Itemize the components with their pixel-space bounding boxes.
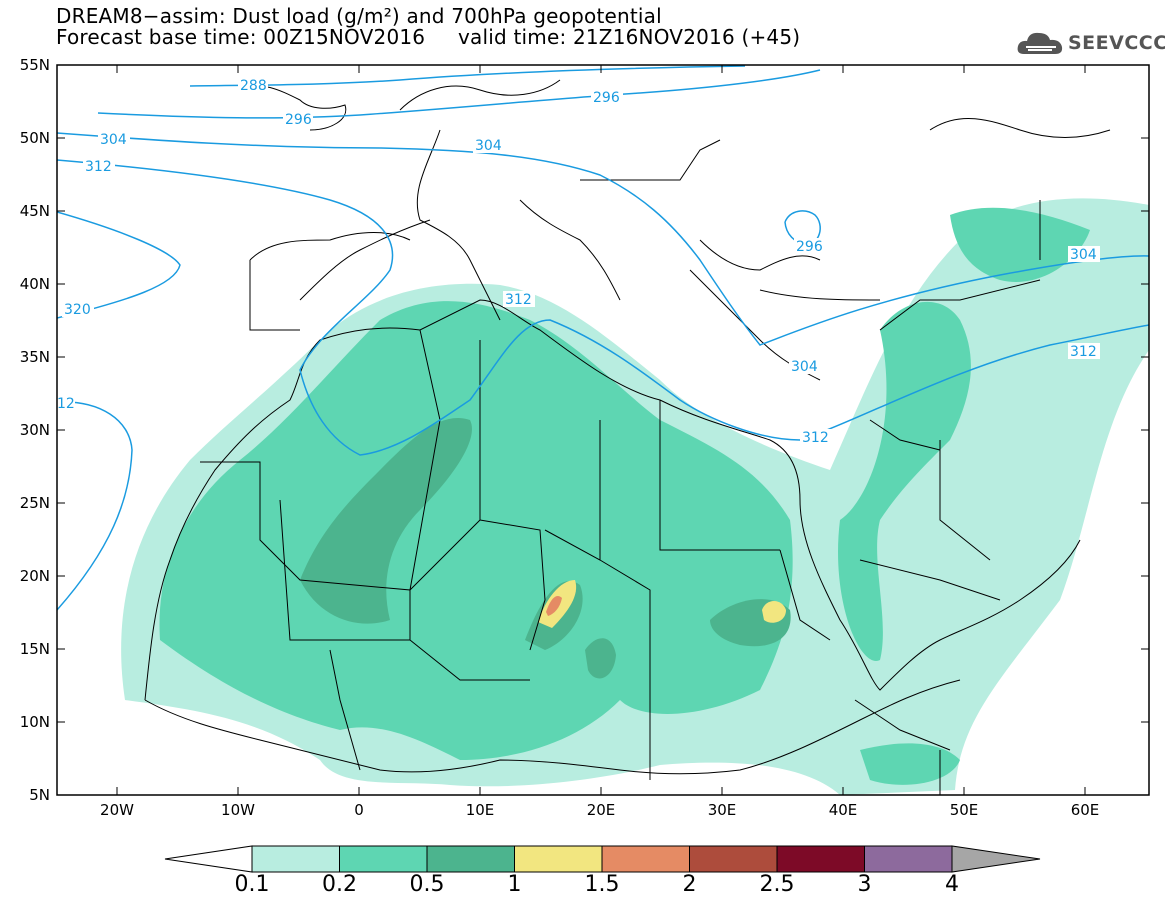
colorbar [164,845,1041,873]
contour-label: 304 [100,132,127,148]
cloud-icon [1017,32,1063,54]
seevccc-logo: SEEVCCC [1016,28,1165,58]
dust-level-1-sudan [762,601,786,623]
contour-label: 304 [475,138,502,154]
colorbar-segment [601,845,690,873]
colorbar-segment [689,845,778,873]
lon-label: 20W [100,801,134,819]
lon-label: 40E [829,801,858,819]
lat-label: 45N [20,202,50,220]
colorbar-label: 4 [945,872,959,897]
longitude-axis: 20W 10W 0 10E 20E 30E 40E 50E 60E [100,65,1099,819]
forecast-time-line: Forecast base time: 00Z15NOV2016 valid t… [56,25,801,49]
lon-label: 20E [587,801,616,819]
colorbar-segment [776,845,865,873]
contour-label: 320 [64,302,91,318]
dust-level-0.2 [159,301,793,760]
contour-label: 296 [796,239,823,255]
latitude-axis: 55N 50N 45N 40N 35N 30N 25N 20N 15N 10N … [20,56,1149,804]
dust-level-0.2-east [838,301,971,661]
contour-label: 12 [57,396,75,412]
contour-label: 312 [505,292,532,308]
logo-text: SEEVCCC [1068,32,1165,54]
colorbar-segment [251,845,340,873]
lat-label: 25N [20,494,50,512]
map-title: DREAM8−assim: Dust load (g/m²) and 700hP… [56,4,662,28]
colorbar-label: 0.5 [409,872,445,897]
colorbar-high-arrow [951,845,1041,873]
contour-label: 312 [85,159,112,175]
lon-label: 50E [950,801,979,819]
colorbar-label: 3 [857,872,872,897]
colorbar-label: 1 [507,872,522,897]
colorbar-label: 2 [682,872,697,897]
lat-label: 30N [20,421,50,439]
dust-level-0.5-chad-south [585,638,616,679]
geopotential-contours [57,65,1149,611]
country-borders [144,79,1111,795]
contour-label: 304 [791,359,818,375]
lon-label: 60E [1071,801,1100,819]
lon-label: 10E [466,801,495,819]
colorbar-low-arrow [164,845,253,873]
contour-label: 312 [1070,344,1097,360]
contour-label: 312 [802,430,829,446]
lat-label: 35N [20,348,50,366]
colorbar-label: 2.5 [759,872,795,897]
lat-label: 15N [20,640,50,658]
contour-label: 288 [240,78,267,94]
colorbar-segment [864,845,953,873]
dust-level-0.2-horn [860,743,960,785]
dust-level-1.5 [546,595,562,616]
colorbar-segment [514,845,603,873]
colorbar-label: 1.5 [584,872,620,897]
colorbar-label: 0.2 [322,872,357,897]
lon-label: 10W [221,801,255,819]
lat-label: 40N [20,275,50,293]
lon-label: 0 [354,801,364,819]
lat-label: 50N [20,129,50,147]
contour-label: 304 [1070,247,1097,263]
dust-level-0.5 [300,418,472,624]
dust-level-0.2-caspian [950,207,1090,282]
lat-label: 20N [20,567,50,585]
dust-load-shading [121,198,1149,795]
contour-label: 296 [285,112,312,128]
colorbar-label: 0.1 [234,872,270,897]
colorbar-segment [426,845,515,873]
lat-label: 10N [20,713,50,731]
lon-label: 30E [708,801,737,819]
contour-label: 296 [593,90,620,106]
lat-label: 5N [29,786,50,804]
colorbar-segment [339,845,428,873]
contour-labels: 288 296 304 312 320 12 304 312 296 304 3… [57,77,1100,446]
lat-label: 55N [20,56,50,74]
title-block: DREAM8−assim: Dust load (g/m²) and 700hP… [56,6,800,48]
